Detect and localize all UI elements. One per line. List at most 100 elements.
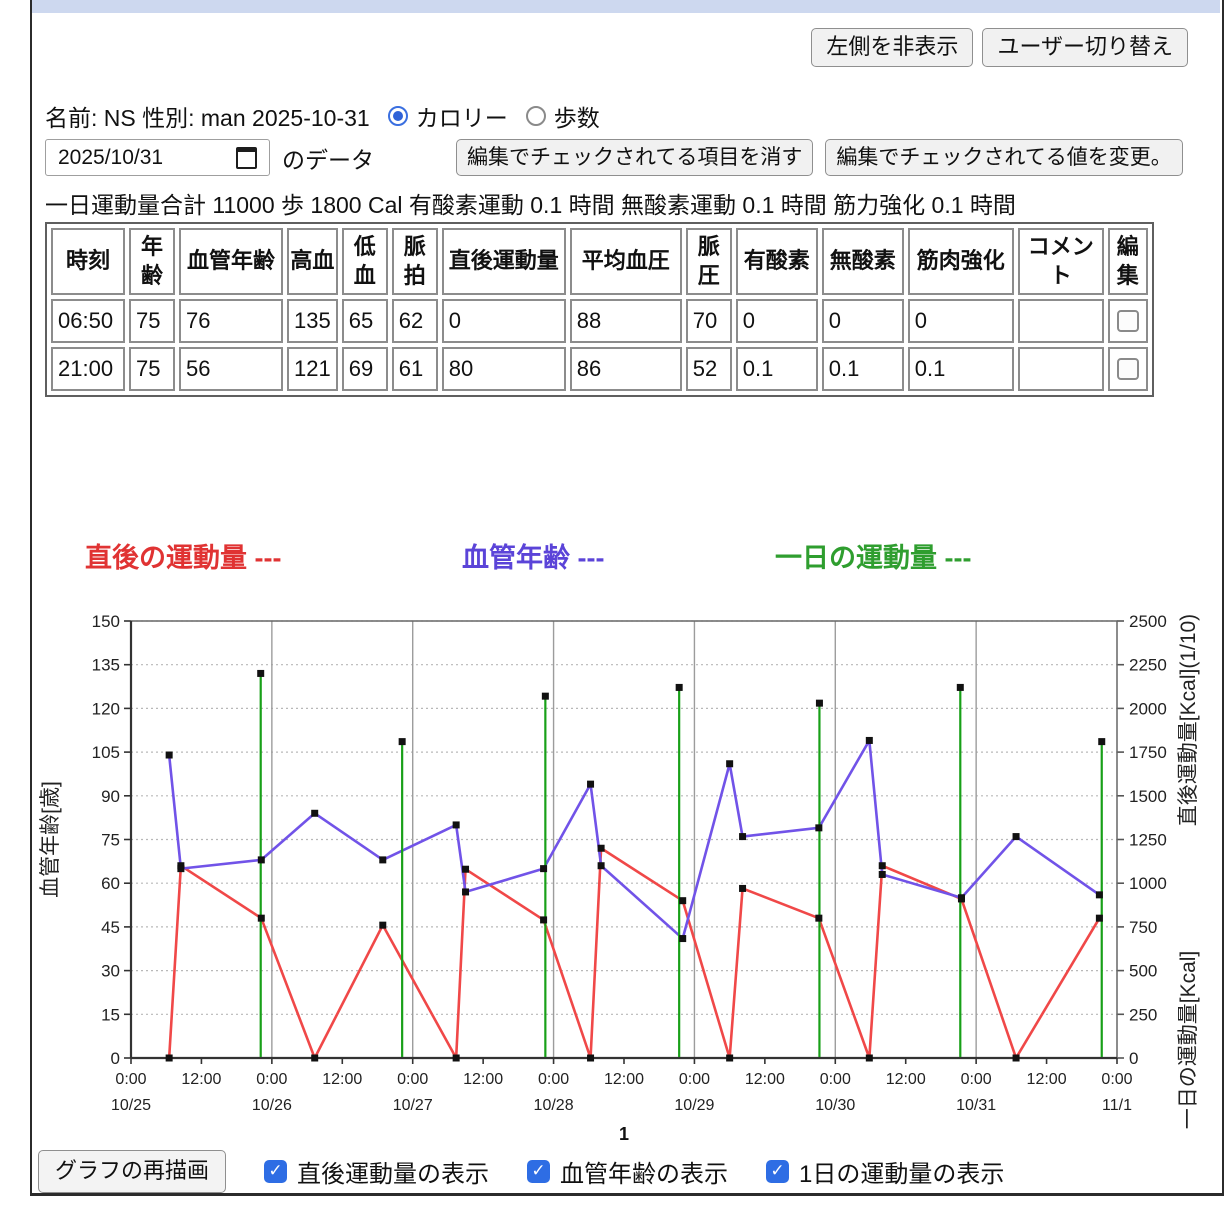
table-cell: 21:00: [51, 347, 125, 392]
series-visibility-toggle[interactable]: ✓ 1日の運動量の表示: [766, 1154, 1004, 1189]
data-point-marker: [956, 683, 964, 691]
page-frame: [30, 0, 1224, 1196]
data-point-marker: [165, 751, 173, 759]
right-axis-title-bottom: 一日の運動量[Kcal]: [1177, 951, 1200, 1130]
table-head: 時刻 年齢 血管年齢 高血 低血 脈拍 直後運動量 平均血圧 脈圧 有酸素 無酸素 筋肉強化 コメント編…: [51, 228, 1148, 296]
data-point-marker: [540, 865, 548, 873]
x-tick-label: 0:00: [820, 1071, 851, 1088]
edit-cell: [1107, 299, 1148, 344]
data-point-marker: [679, 897, 687, 905]
checked-checkbox-icon[interactable]: ✓: [264, 1159, 288, 1183]
calorie-radio[interactable]: カロリー: [387, 99, 508, 133]
date-label: 10/25: [111, 1097, 151, 1114]
left-tick-label: 0: [111, 1049, 120, 1068]
edit-checkbox[interactable]: [1116, 358, 1139, 381]
checked-checkbox-icon[interactable]: ✓: [766, 1159, 790, 1183]
measurement-table: 時刻 年齢 血管年齢 高血 低血 脈拍 直後運動量 平均血圧 脈圧 有酸素 無酸素 筋肉強化 コメント編…: [45, 222, 1154, 398]
data-point-marker: [675, 683, 683, 691]
x-tick-label: 0:00: [256, 1071, 287, 1088]
table-cell: 0: [441, 299, 566, 344]
x-tick-label: 0:00: [397, 1071, 428, 1088]
calendar-icon[interactable]: [236, 146, 257, 169]
checkbox-label: 血管年齢の表示: [560, 1160, 729, 1188]
steps-radio[interactable]: 歩数: [525, 99, 600, 133]
x-tick-label: 12:00: [745, 1071, 785, 1088]
column-header: 年齢: [129, 228, 175, 296]
daily-summary: 一日運動量合計 11000 歩 1800 Cal 有酸素運動 0.1 時間 無酸…: [45, 192, 1016, 218]
data-point-marker: [452, 1054, 460, 1062]
header-row: 時刻 年齢 血管年齢 高血 低血 脈拍 直後運動量 平均血圧 脈圧 有酸素 無酸素 筋肉強化 コメント編…: [51, 228, 1148, 296]
checkbox-label: 1日の運動量の表示: [799, 1160, 1005, 1188]
left-tick-label: 120: [92, 699, 120, 718]
x-tick-label: 12:00: [181, 1071, 221, 1088]
column-header: 編集: [1107, 228, 1148, 296]
x-tick-label: 0:00: [679, 1071, 710, 1088]
data-point-marker: [739, 884, 747, 892]
table-cell: 62: [391, 299, 438, 344]
series-visibility-toggle[interactable]: ✓ 血管年齢の表示: [527, 1154, 728, 1189]
steps-radio-label: 歩数: [553, 105, 600, 131]
profile-info: 名前: NS 性別: man 2025-10-31: [45, 105, 370, 131]
table-cell: 0.1: [907, 347, 1014, 392]
table-cell: 88: [569, 299, 682, 344]
radio-selected-icon[interactable]: [387, 106, 408, 126]
series-visibility-toggle[interactable]: ✓ 直後運動量の表示: [264, 1154, 489, 1189]
x-tick-label: 12:00: [463, 1071, 503, 1088]
checkbox-label: 直後運動量の表示: [297, 1160, 490, 1188]
right-axis-title-top: 直後運動量[Kcal](1/10): [1177, 614, 1200, 826]
x-tick-label: 12:00: [604, 1071, 644, 1088]
data-point-marker: [462, 865, 470, 873]
legend-item: 一日の運動量 ---: [775, 543, 972, 573]
top-bar: [32, 0, 1220, 13]
data-point-marker: [541, 692, 549, 700]
table-cell: 135: [287, 299, 338, 344]
data-point-marker: [398, 738, 406, 746]
right-tick-label: 2000: [1129, 699, 1167, 718]
left-tick-label: 135: [92, 656, 120, 675]
radio-unselected-icon[interactable]: [525, 106, 546, 126]
clear-checked-button[interactable]: 編集でチェックされてる項目を消す: [456, 139, 814, 177]
table-cell: 65: [341, 299, 388, 344]
data-point-marker: [1095, 891, 1103, 899]
table-row: 21:00 75 56 121 69 61 80 86 52 0.1 0.1 0.1: [51, 347, 1148, 392]
change-checked-button[interactable]: 編集でチェックされてる値を変更。: [825, 139, 1183, 177]
date-suffix-label: のデータ: [282, 146, 374, 173]
table-cell: 121: [287, 347, 338, 392]
data-point-marker: [739, 833, 747, 841]
date-value: 2025/10/31: [58, 145, 164, 169]
hide-left-button[interactable]: 左側を非表示: [811, 28, 974, 67]
right-tick-label: 750: [1129, 918, 1157, 937]
redraw-graph-button[interactable]: グラフの再描画: [38, 1150, 227, 1193]
data-point-marker: [177, 865, 185, 873]
x-tick-label: 12:00: [322, 1071, 362, 1088]
checked-checkbox-icon[interactable]: ✓: [527, 1159, 551, 1183]
edit-checkbox[interactable]: [1116, 310, 1139, 333]
table-row: 06:50 75 76 135 65 62 0 88 70 0 0 0: [51, 299, 1148, 344]
date-input[interactable]: 2025/10/31: [45, 139, 270, 177]
data-point-marker: [726, 760, 734, 768]
right-tick-label: 500: [1129, 962, 1157, 981]
left-tick-label: 15: [101, 1005, 120, 1024]
table-cell: 06:50: [51, 299, 125, 344]
left-tick-label: 105: [92, 743, 120, 762]
table-cell: 86: [569, 347, 682, 392]
right-tick-label: 1750: [1129, 743, 1167, 762]
plot-border: [130, 620, 1118, 1059]
data-point-marker: [597, 844, 605, 852]
table-cell: [1017, 299, 1104, 344]
data-point-marker: [452, 821, 460, 829]
right-tick-label: 1500: [1129, 787, 1167, 806]
data-point-marker: [379, 921, 387, 929]
data-point-marker: [1095, 914, 1103, 922]
switch-user-button[interactable]: ユーザー切り替え: [982, 28, 1188, 67]
data-point-marker: [257, 669, 265, 677]
exercise-chart: 0153045607590105120135150025050075010001…: [39, 612, 1200, 1144]
data-point-marker: [257, 914, 265, 922]
x-tick-label: 0:00: [115, 1071, 146, 1088]
data-point-marker: [540, 916, 548, 924]
data-point-marker: [815, 824, 823, 832]
x-tick-label: 12:00: [1027, 1071, 1067, 1088]
column-header: 脈圧: [685, 228, 732, 296]
column-header: 高血: [287, 228, 338, 296]
table-cell: 75: [129, 299, 175, 344]
